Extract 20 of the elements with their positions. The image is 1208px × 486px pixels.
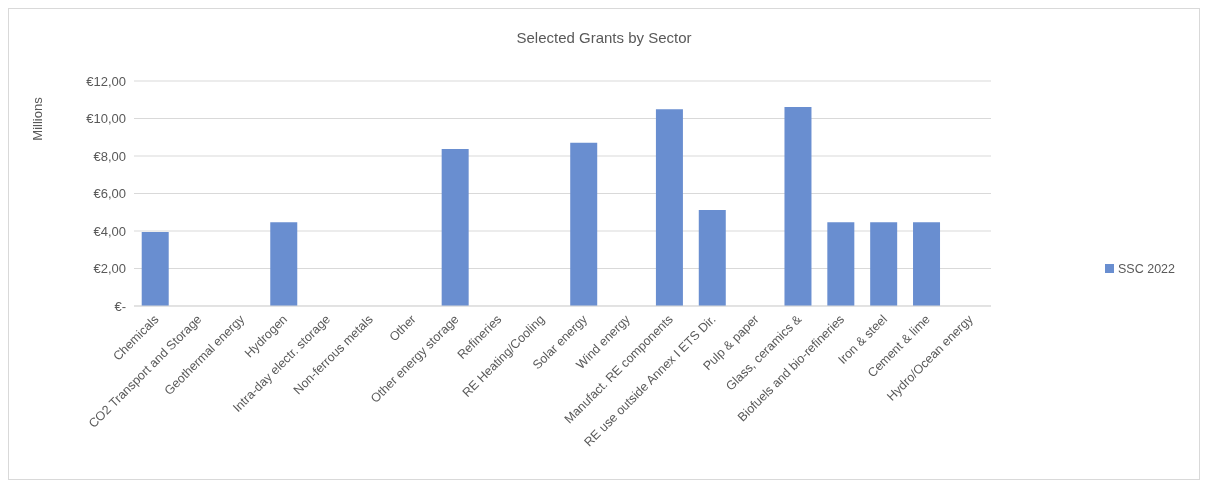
y-tick-label: €4,00: [93, 223, 126, 239]
chart-title: Selected Grants by Sector: [515, 29, 693, 46]
bar: [570, 142, 598, 306]
y-axis-title: Millions: [30, 96, 45, 141]
y-tick-label: €-: [114, 298, 126, 314]
y-tick-label: €12,00: [86, 73, 126, 89]
bar: [827, 222, 855, 306]
bar: [441, 149, 469, 306]
bar: [784, 106, 812, 306]
bar: [141, 231, 169, 306]
y-tick-label: €2,00: [93, 261, 126, 277]
bar: [270, 222, 298, 306]
bar: [913, 222, 941, 306]
bar: [698, 210, 726, 306]
y-tick-label: €6,00: [93, 186, 126, 202]
legend-label: SSC 2022: [1118, 262, 1175, 276]
bar: [870, 222, 898, 306]
y-tick-label: €10,00: [86, 111, 126, 127]
y-tick-label: €8,00: [93, 148, 126, 164]
bar: [655, 109, 683, 306]
